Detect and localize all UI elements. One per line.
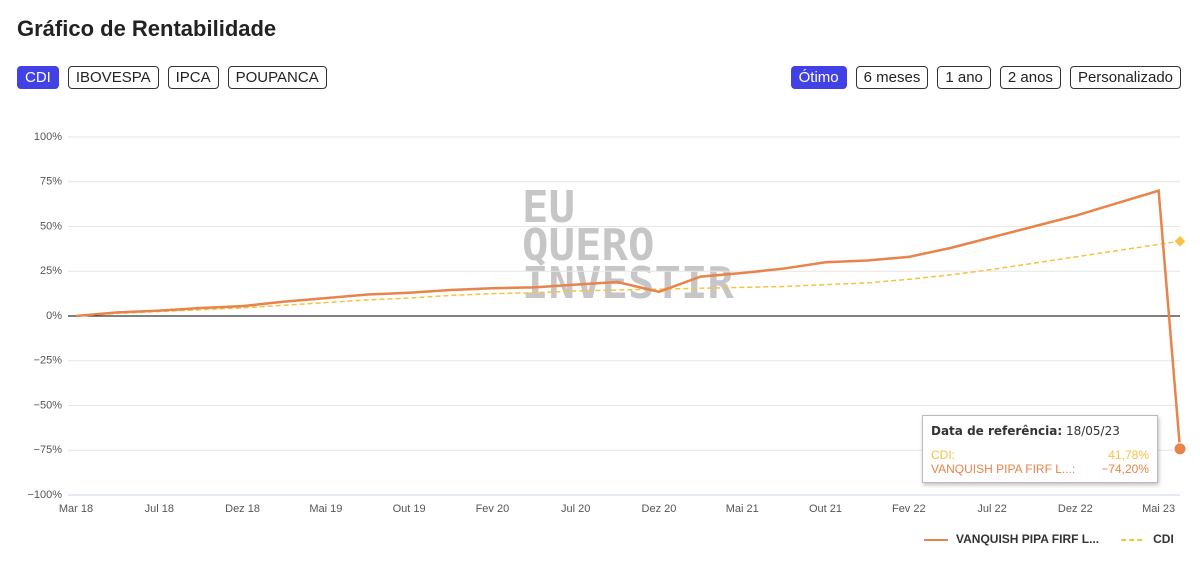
period-button[interactable]: 1 ano [937,66,991,89]
y-tick-label: 0% [46,310,62,322]
x-tick-label: Jul 20 [561,503,590,515]
tooltip-series: CDI: [931,448,955,462]
title: Gráfico de Rentabilidade [17,16,277,41]
x-tick-label: Jul 18 [145,503,174,515]
period-buttons: Ótimo 6 meses 1 ano 2 anos Personalizado [790,66,1181,89]
series-line [75,189,1182,449]
series-line [75,240,1181,317]
benchmark-button[interactable]: CDI [17,66,59,89]
y-tick-label: −50% [34,399,63,411]
tooltip-row: VANQUISH PIPA FIRF L...: −74,20% [931,462,1149,476]
y-tick-label: 75% [40,176,62,188]
tooltip: Data de referência: 18/05/23 CDI: 41,78% V… [922,415,1158,483]
period-button[interactable]: Personalizado [1069,66,1181,89]
benchmark-button[interactable]: IPCA [167,66,219,89]
tooltip-title: Data de referência: [931,424,1063,438]
benchmark-button[interactable]: IBOVESPA [67,66,159,89]
y-tick-label: −100% [27,489,62,501]
x-tick-label: Mai 23 [1142,503,1175,515]
x-tick-label: Out 19 [393,503,426,515]
y-tick-label: 100% [34,131,62,143]
legend-label: CDI [1153,532,1174,546]
end-marker [1173,442,1187,456]
benchmark-button[interactable]: POUPANCA [227,66,327,89]
watermark: QUERO [522,220,654,271]
y-tick-label: 25% [40,265,62,277]
period-button[interactable]: Ótimo [790,66,847,89]
x-tick-label: Dez 20 [642,503,677,515]
x-tick-label: Out 21 [809,503,842,515]
x-tick-label: Mai 21 [726,503,759,515]
period-button[interactable]: 6 meses [855,66,929,89]
tooltip-header: Data de referência: 18/05/23 [931,424,1149,438]
tooltip-value: −74,20% [1101,462,1149,476]
tooltip-series: VANQUISH PIPA FIRF L...: [931,462,1076,476]
tooltip-row: CDI: 41,78% [931,448,1149,462]
x-tick-label: Mai 19 [309,503,342,515]
x-tick-label: Dez 22 [1058,503,1093,515]
x-tick-label: Jul 22 [977,503,1006,515]
x-tick-label: Fev 20 [476,503,510,515]
end-marker [1173,234,1187,248]
x-tick-label: Mar 18 [59,503,93,515]
y-tick-label: −75% [34,444,63,456]
y-tick-label: −25% [34,355,63,367]
watermark: EU [522,182,575,233]
x-tick-label: Fev 22 [892,503,926,515]
tooltip-date: 18/05/23 [1065,424,1120,438]
benchmark-buttons: CDI IBOVESPA IPCA POUPANCA [17,66,327,89]
tooltip-value: 41,78% [1108,448,1149,462]
legend-label: VANQUISH PIPA FIRF L... [956,532,1099,546]
x-tick-label: Dez 18 [225,503,260,515]
period-button[interactable]: 2 anos [999,66,1061,89]
y-tick-label: 50% [40,220,62,232]
